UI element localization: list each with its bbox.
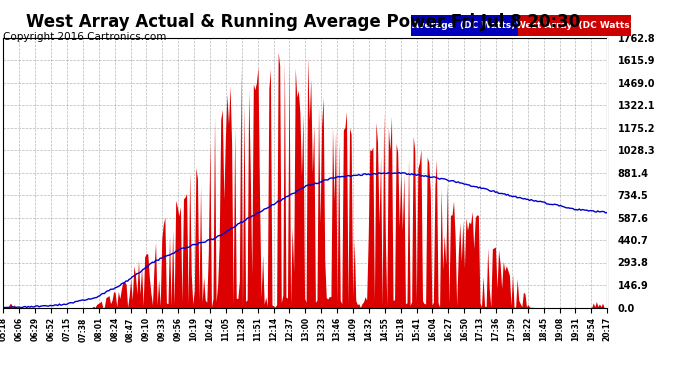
Text: West Array  (DC Watts): West Array (DC Watts) — [515, 21, 633, 30]
Text: Average  (DC Watts): Average (DC Watts) — [413, 21, 515, 30]
Text: Copyright 2016 Cartronics.com: Copyright 2016 Cartronics.com — [3, 32, 167, 42]
Text: West Array Actual & Running Average Power Fri Jul 8 20:30: West Array Actual & Running Average Powe… — [26, 13, 581, 31]
